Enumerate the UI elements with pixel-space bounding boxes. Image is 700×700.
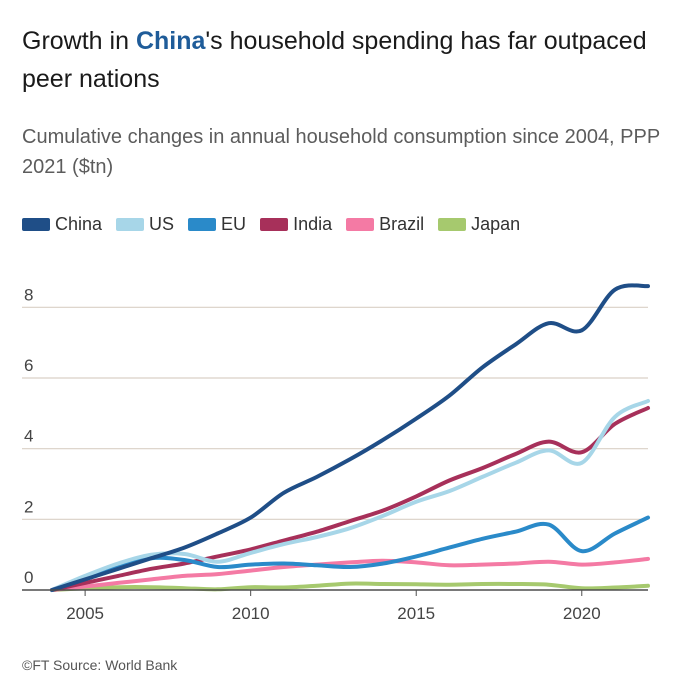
y-tick-label-8: 8	[24, 285, 33, 304]
y-tick-label-6: 6	[24, 356, 33, 375]
legend-label-us: US	[149, 214, 175, 234]
legend-swatch-eu	[188, 218, 217, 231]
legend-label-brazil: Brazil	[379, 214, 425, 234]
y-tick-label-0: 0	[24, 568, 33, 587]
legend-item-japan: Japan	[438, 214, 520, 235]
legend-swatch-us	[116, 218, 145, 231]
title-suffix: 's household spending has far outpaced p…	[22, 27, 647, 93]
legend-item-china: China	[22, 214, 102, 235]
legend-swatch-japan	[438, 218, 467, 231]
chart-subtitle: Cumulative changes in annual household c…	[22, 126, 660, 178]
legend-item-brazil: Brazil	[346, 214, 424, 235]
series-line-india	[50, 406, 650, 592]
series-line-china	[50, 283, 650, 592]
legend-item-eu: EU	[188, 214, 246, 235]
legend-item-india: India	[260, 214, 332, 235]
series-line-japan	[50, 581, 650, 592]
y-tick-label-4: 4	[24, 427, 33, 446]
x-tick-label-2010: 2010	[232, 604, 270, 623]
legend-item-us: US	[116, 214, 174, 235]
legend-label-japan: Japan	[471, 214, 521, 234]
source-note: ©FT Source: World Bank	[22, 657, 178, 673]
legend-label-india: India	[293, 214, 333, 234]
x-tick-label-2020: 2020	[563, 604, 601, 623]
series-line-brazil	[50, 556, 650, 592]
legend-label-china: China	[55, 214, 103, 234]
series-line-us	[50, 399, 650, 592]
title-highlight: China	[135, 27, 206, 55]
legend-swatch-china	[22, 218, 50, 231]
title-prefix: Growth in	[22, 27, 136, 55]
legend: China US EU India Brazil Japan	[22, 214, 534, 235]
legend-label-eu: EU	[221, 214, 247, 234]
x-tick-label-2015: 2015	[397, 604, 435, 623]
y-tick-label-2: 2	[24, 497, 33, 516]
legend-swatch-brazil	[346, 218, 375, 231]
x-tick-label-2005: 2005	[66, 604, 104, 623]
chart-title: Growth in China's household spending has…	[22, 22, 682, 98]
legend-swatch-india	[260, 218, 289, 231]
